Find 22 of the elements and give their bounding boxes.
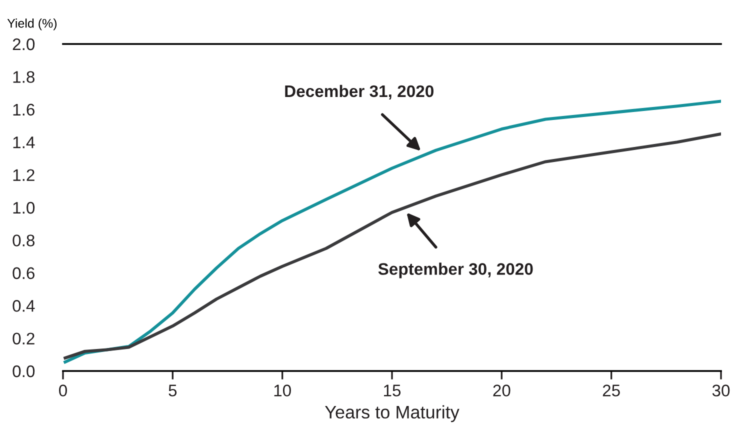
x-axis-title: Years to Maturity bbox=[324, 405, 460, 422]
y-axis-title: Yield (%) bbox=[7, 18, 57, 30]
text: September 30, 2020 bbox=[378, 262, 533, 278]
y-tick-label: 0.4 bbox=[12, 300, 35, 312]
x-tick-label: 10 bbox=[274, 384, 291, 396]
y-tick-label: 1.4 bbox=[13, 136, 35, 148]
x-tick-label: 0 bbox=[59, 384, 67, 396]
y-tick-label: 0.0 bbox=[12, 365, 35, 378]
x-tick-label: 15 bbox=[384, 384, 401, 396]
y-tick-label: 0.2 bbox=[12, 332, 34, 345]
text: December 31, 2020 bbox=[285, 84, 434, 100]
x-tick-label: 20 bbox=[493, 384, 510, 396]
y-tick-label: 0.6 bbox=[12, 267, 34, 280]
y-tick-label: 1.0 bbox=[13, 202, 35, 214]
x-tick-label: 5 bbox=[168, 384, 177, 396]
y-tick-label: 1.2 bbox=[13, 169, 34, 181]
y-tick-label: 2.0 bbox=[12, 38, 35, 50]
y-tick-label: 1.6 bbox=[13, 104, 34, 116]
x-tick-label: 30 bbox=[712, 384, 730, 396]
x-tick-label: 25 bbox=[602, 384, 620, 396]
y-tick-label: 0.8 bbox=[12, 234, 34, 246]
y-tick-label: 1.8 bbox=[13, 71, 34, 83]
